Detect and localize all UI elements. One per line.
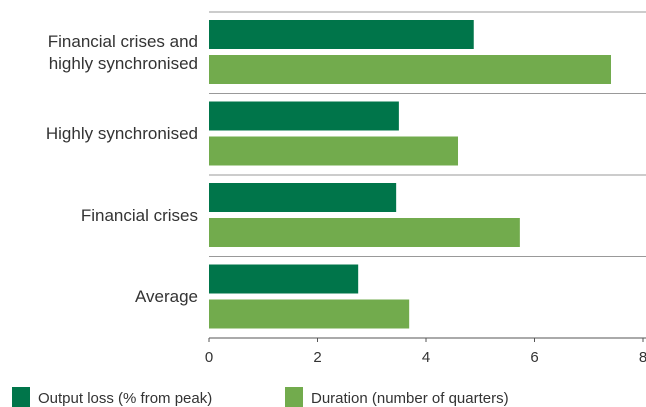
- bar: [209, 20, 474, 49]
- category-text: Average: [134, 287, 198, 307]
- bar: [209, 55, 611, 84]
- legend-label: Output loss (% from peak): [38, 390, 212, 407]
- y-tick-label: Financial crises: [0, 175, 198, 257]
- bar: [209, 218, 520, 247]
- y-tick-label: Highly synchronised: [0, 94, 198, 176]
- bar: [209, 101, 399, 131]
- legend-swatch: [285, 387, 303, 407]
- x-tick-label: 6: [530, 349, 538, 366]
- y-tick-label: Financial crises and highly synchronised: [0, 12, 198, 94]
- category-text: Financial crises and highly synchronised: [47, 31, 198, 73]
- bar: [209, 136, 459, 166]
- category-text: Highly synchronised: [45, 124, 198, 144]
- x-tick-label: 4: [422, 349, 430, 366]
- x-tick-label: 0: [205, 349, 213, 366]
- bar: [209, 264, 359, 294]
- bar: [209, 183, 397, 212]
- legend-swatch: [12, 387, 30, 407]
- bar: [209, 299, 410, 329]
- x-tick-label: 2: [313, 349, 321, 366]
- y-tick-label: Average: [0, 257, 198, 339]
- category-text: Financial crises: [80, 205, 198, 225]
- x-tick-label: 8: [639, 349, 646, 366]
- legend-label: Duration (number of quarters): [311, 390, 509, 407]
